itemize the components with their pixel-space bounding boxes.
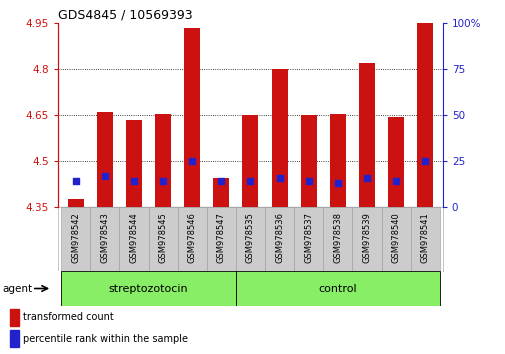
Text: GSM978546: GSM978546 [187,212,196,263]
Bar [417,23,432,207]
Text: GSM978539: GSM978539 [362,212,371,263]
Bar [352,207,381,271]
Bar [61,271,235,306]
Bar [126,120,142,207]
Bar [242,115,258,207]
Bar [293,207,323,271]
Text: percentile rank within the sample: percentile rank within the sample [23,333,187,343]
Bar [235,271,439,306]
Bar [213,178,229,207]
Bar [300,115,316,207]
Point [72,178,80,184]
Point [159,178,167,184]
Point [391,178,399,184]
Text: GSM978545: GSM978545 [158,212,167,263]
Bar [410,207,439,271]
Bar [207,207,235,271]
Bar [148,207,177,271]
Bar [119,207,148,271]
Point [246,178,254,184]
Text: GSM978541: GSM978541 [420,212,429,263]
Bar [323,207,352,271]
Bar [271,69,287,207]
Bar [265,207,293,271]
Text: GSM978538: GSM978538 [333,212,342,263]
Text: transformed count: transformed count [23,312,113,322]
Text: GSM978536: GSM978536 [275,212,283,263]
Text: control: control [318,284,357,293]
Point [275,175,283,181]
Point [362,175,370,181]
Text: streptozotocin: streptozotocin [109,284,188,293]
Point [100,173,109,179]
Bar [61,207,90,271]
Text: agent: agent [3,284,33,293]
Bar [358,63,374,207]
Text: GSM978540: GSM978540 [391,212,400,263]
Text: GSM978544: GSM978544 [129,212,138,263]
Bar [381,207,410,271]
Bar [68,199,83,207]
Bar [96,112,113,207]
Bar [387,116,403,207]
Bar [155,114,171,207]
Bar [10,309,19,326]
Point [217,178,225,184]
Bar [184,28,200,207]
Bar [90,207,119,271]
Text: GSM978547: GSM978547 [217,212,225,263]
Text: GSM978535: GSM978535 [245,212,255,263]
Text: GSM978537: GSM978537 [304,212,313,263]
Bar [177,207,207,271]
Point [130,178,138,184]
Bar [329,114,345,207]
Bar [235,207,265,271]
Text: GDS4845 / 10569393: GDS4845 / 10569393 [58,9,192,22]
Bar [10,330,19,347]
Point [188,158,196,164]
Text: GSM978542: GSM978542 [71,212,80,263]
Point [420,158,428,164]
Text: GSM978543: GSM978543 [100,212,109,263]
Point [333,180,341,185]
Point [304,178,312,184]
